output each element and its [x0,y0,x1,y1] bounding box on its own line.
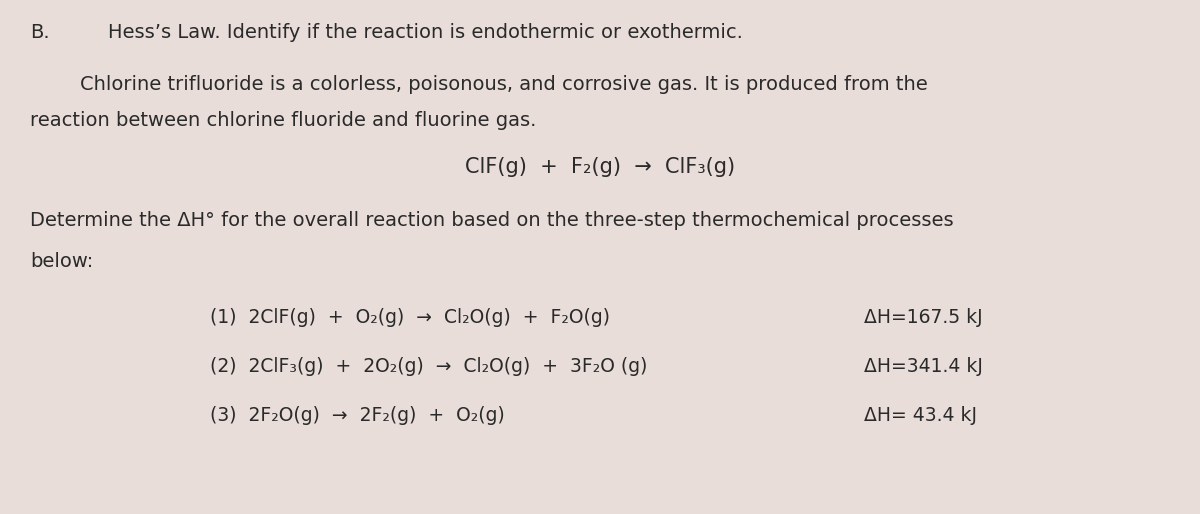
Text: (3)  2F₂O(g)  →  2F₂(g)  +  O₂(g): (3) 2F₂O(g) → 2F₂(g) + O₂(g) [210,406,505,425]
Text: Chlorine trifluoride is a colorless, poisonous, and corrosive gas. It is produce: Chlorine trifluoride is a colorless, poi… [30,75,928,94]
Text: (1)  2ClF(g)  +  O₂(g)  →  Cl₂O(g)  +  F₂O(g): (1) 2ClF(g) + O₂(g) → Cl₂O(g) + F₂O(g) [210,308,610,327]
Text: ΔH=341.4 kJ: ΔH=341.4 kJ [864,357,983,376]
Text: Hess’s Law. Identify if the reaction is endothermic or exothermic.: Hess’s Law. Identify if the reaction is … [108,23,743,42]
Text: reaction between chlorine fluoride and fluorine gas.: reaction between chlorine fluoride and f… [30,111,536,130]
Text: ΔH= 43.4 kJ: ΔH= 43.4 kJ [864,406,977,425]
Text: (2)  2ClF₃(g)  +  2O₂(g)  →  Cl₂O(g)  +  3F₂O (g): (2) 2ClF₃(g) + 2O₂(g) → Cl₂O(g) + 3F₂O (… [210,357,647,376]
Text: below:: below: [30,252,94,271]
Text: Determine the ΔH° for the overall reaction based on the three-step thermochemica: Determine the ΔH° for the overall reacti… [30,211,954,230]
Text: ΔH=167.5 kJ: ΔH=167.5 kJ [864,308,983,327]
Text: B.: B. [30,23,49,42]
Text: ClF(g)  +  F₂(g)  →  ClF₃(g): ClF(g) + F₂(g) → ClF₃(g) [464,157,736,177]
